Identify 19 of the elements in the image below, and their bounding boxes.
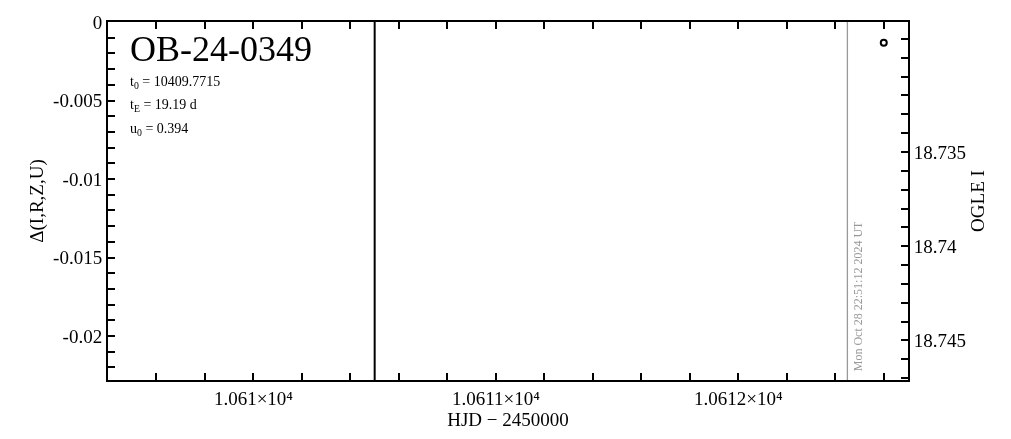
y2-tick-label: 18.745: [913, 330, 967, 352]
x-tick-label: 1.061×10⁴: [213, 387, 294, 409]
y-tick-label: 0: [92, 11, 103, 33]
annotation: t$_{E}$ = 19.19 d: [130, 97, 197, 114]
y-tick-label: -0.02: [62, 325, 103, 347]
annotation: u$_{0}$ = 0.394: [130, 121, 189, 138]
y-tick-label: -0.01: [62, 168, 103, 190]
chart-title: OB-24-0349: [130, 29, 312, 69]
y-tick-label: -0.015: [53, 247, 103, 269]
annotation: t$_{0}$ = 10409.7715: [130, 74, 221, 91]
annotation: Mon Oct 28 22:51:12 2024 UT: [850, 220, 865, 372]
x-tick-label: 1.0611×10⁴: [451, 387, 541, 409]
y-tick-label: -0.005: [53, 90, 103, 112]
y-axis-title: Δ(I,R,Z,U): [26, 159, 49, 243]
y2-tick-label: 18.74: [913, 235, 958, 257]
x-axis-title: HJD − 2450000: [447, 408, 569, 430]
y2-axis-title: OGLE I: [967, 170, 989, 232]
y2-tick-label: 18.735: [913, 141, 967, 163]
x-tick-label: 1.0612×10⁴: [694, 387, 783, 409]
